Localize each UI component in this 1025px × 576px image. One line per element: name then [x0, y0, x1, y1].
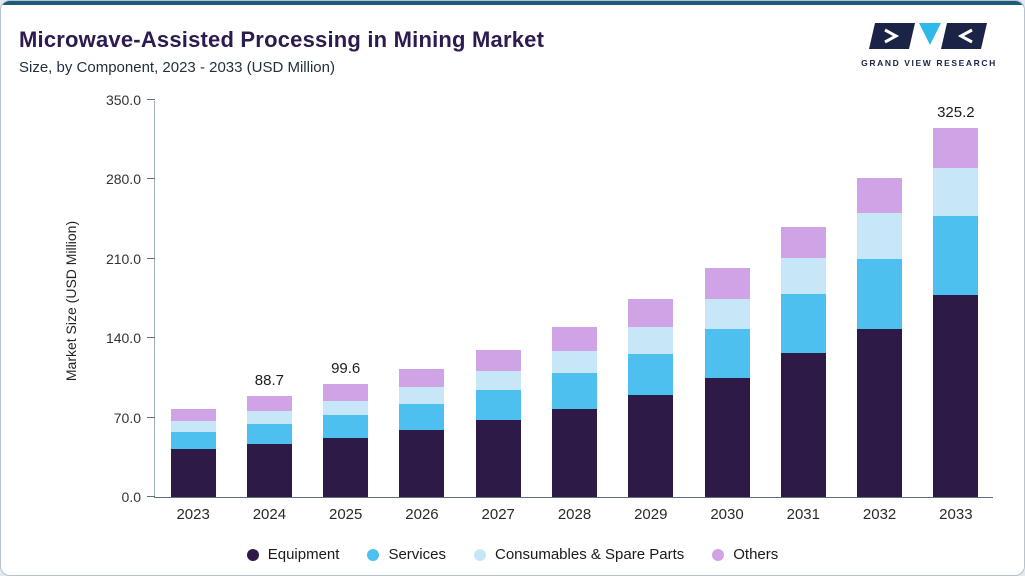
logo-mark-icon — [869, 23, 987, 49]
bar-segment-2030 — [704, 329, 750, 378]
x-tick-label: 2027 — [481, 506, 515, 523]
x-tick-label: 2032 — [862, 506, 897, 523]
legend-item: Others — [712, 546, 778, 563]
bar-segment-2029 — [628, 354, 674, 395]
legend-dot — [473, 548, 486, 561]
legend-dot — [712, 548, 725, 561]
y-tick-mark — [147, 99, 155, 100]
bar-segment-2023 — [170, 421, 216, 433]
legend-item: Services — [367, 546, 446, 563]
y-tick-label: 350.0 — [105, 92, 141, 108]
bar-segment-2033 — [933, 168, 979, 216]
bar-segment-2031 — [780, 352, 826, 497]
legend-dot — [246, 548, 259, 561]
bar-segment-2024 — [246, 410, 292, 424]
bar-segment-2023 — [170, 449, 216, 497]
y-tick-label: 0.0 — [121, 489, 141, 505]
page-title: Microwave-Assisted Processing in Mining … — [19, 27, 545, 52]
bar-segment-2031 — [780, 257, 826, 294]
bar-segment-2029 — [628, 326, 674, 355]
bar-segment-2028 — [552, 373, 597, 409]
x-tick-label: 2033 — [939, 506, 973, 523]
x-tick-label: 2023 — [176, 506, 210, 523]
y-tick-label: 280.0 — [105, 171, 141, 188]
bar-segment-2030 — [704, 267, 750, 299]
bar-segment-2030 — [704, 377, 750, 497]
bar-segment-2023 — [170, 432, 216, 450]
y-axis-title: Market Size (USD Million) — [63, 220, 79, 382]
bar-segment-2028 — [552, 408, 597, 497]
bar-segment-2026 — [399, 430, 445, 497]
y-tick-mark — [147, 178, 155, 180]
y-tick-mark — [147, 496, 155, 497]
bar-segment-2032 — [857, 213, 903, 259]
bar-segment-2024 — [246, 423, 292, 444]
legend: Equipment Services Consumables & Spare Par… — [1, 546, 1024, 563]
bar-segment-2025 — [323, 400, 369, 416]
bar-segment-2028 — [552, 350, 597, 374]
bar-value-label: 325.2 — [937, 104, 975, 122]
x-tick-label: 2028 — [557, 506, 592, 523]
bar-segment-2025 — [323, 384, 369, 401]
bar-segment-2027 — [475, 371, 521, 391]
bar-segment-2026 — [399, 368, 445, 387]
bar-segment-2029 — [628, 298, 674, 327]
legend-dot — [367, 548, 380, 561]
legend-item: Consumables & Spare Parts — [473, 546, 685, 563]
legend-label: Equipment — [267, 546, 340, 563]
bar-segment-2030 — [704, 298, 750, 330]
bar-segment-2033 — [933, 215, 979, 296]
page-subtitle: Size, by Component, 2023 - 2033 (USD Mil… — [19, 59, 335, 76]
x-tick-label: 2026 — [405, 506, 439, 523]
bar-segment-2023 — [170, 408, 216, 422]
grand-view-research-logo: GRAND VIEW RESEARCH — [854, 23, 1004, 68]
y-tick-mark — [147, 337, 155, 339]
y-tick-mark — [147, 416, 155, 418]
bar-segment-2027 — [475, 349, 521, 372]
y-tick-mark — [147, 257, 155, 259]
bar-segment-2033 — [933, 128, 979, 169]
x-tick-label: 2024 — [252, 506, 287, 523]
y-tick-label: 210.0 — [105, 250, 141, 267]
legend-label: Services — [388, 546, 446, 563]
y-tick-label: 140.0 — [105, 330, 141, 347]
bar-segment-2026 — [399, 404, 445, 431]
x-tick-label: 2031 — [786, 506, 820, 523]
bar-segment-2027 — [475, 419, 521, 497]
top-accent-bar — [1, 1, 1024, 5]
bar-segment-2032 — [857, 258, 903, 330]
legend-label: Others — [733, 546, 779, 563]
bar-value-label: 99.6 — [331, 360, 361, 378]
bar-segment-2031 — [780, 227, 826, 258]
y-tick-label: 70.0 — [113, 409, 141, 426]
legend-item: Equipment — [246, 546, 340, 563]
bar-segment-2033 — [933, 295, 979, 497]
bar-segment-2025 — [323, 438, 369, 497]
bar-segment-2028 — [552, 326, 597, 351]
bar-segment-2024 — [246, 443, 292, 497]
x-tick-label: 2029 — [634, 506, 668, 523]
bar-segment-2025 — [323, 415, 369, 439]
legend-label: Consumables & Spare Parts — [494, 546, 685, 563]
bar-segment-2031 — [780, 293, 826, 353]
bar-segment-2027 — [475, 390, 521, 420]
bar-segment-2032 — [857, 178, 903, 214]
bar-segment-2029 — [628, 394, 674, 497]
bar-segment-2024 — [246, 396, 292, 411]
x-tick-label: 2025 — [328, 506, 363, 523]
bar-segment-2032 — [857, 329, 903, 497]
bar-segment-2026 — [399, 387, 445, 404]
plot-area: 0.0 70.0 140.0 210.0 280.0 350.0 2023 88.7 2024 9… — [106, 92, 993, 523]
bar-value-label: 88.7 — [254, 372, 285, 390]
x-tick-label: 2030 — [710, 506, 744, 523]
brand-name: GRAND VIEW RESEARCH — [861, 58, 997, 68]
